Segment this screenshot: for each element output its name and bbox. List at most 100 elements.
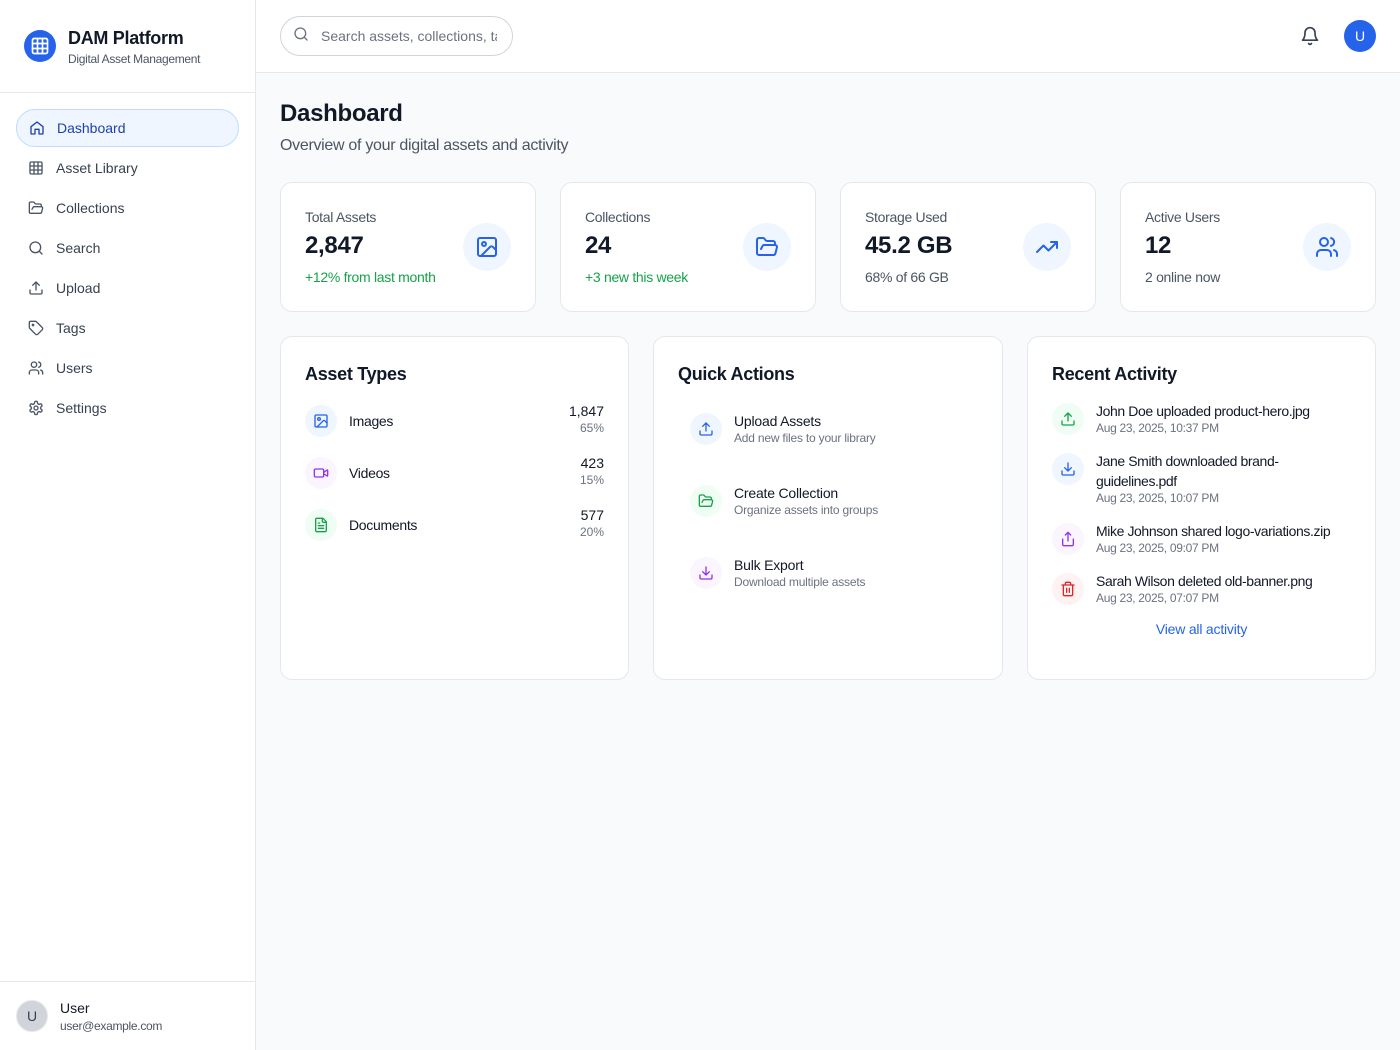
sidebar-item-label: Collections (56, 200, 125, 216)
action-title: Bulk Export (734, 557, 804, 573)
sidebar-item-tags[interactable]: Tags (16, 309, 239, 347)
sidebar-item-label: Upload (56, 280, 101, 296)
upload-icon (1052, 403, 1084, 435)
image-icon (463, 223, 511, 271)
sidebar-item-dashboard[interactable]: Dashboard (16, 109, 239, 147)
trash-icon (1052, 573, 1084, 605)
stat-label: Collections (585, 209, 651, 225)
asset-type-percent: 15% (579, 473, 604, 487)
download-icon (690, 557, 722, 589)
stat-label: Storage Used (865, 209, 948, 225)
users-icon (1303, 223, 1351, 271)
sidebar-user[interactable]: U User user@example.com (0, 981, 255, 1050)
sidebar-item-label: Users (56, 360, 93, 376)
sidebar-item-label: Asset Library (56, 160, 138, 176)
stats-row: Total Assets 2,847 +12% from last month … (280, 182, 1376, 312)
stat-card-storage: Storage Used 45.2 GB 68% of 66 GB (840, 182, 1096, 312)
asset-type-label: Videos (349, 465, 390, 481)
view-all-activity-link[interactable]: View all activity (1155, 621, 1248, 637)
sidebar-item-search[interactable]: Search (16, 229, 239, 267)
gear-icon (28, 400, 44, 416)
bell-icon[interactable] (1298, 24, 1322, 48)
avatar[interactable]: U (1344, 20, 1376, 52)
user-email: user@example.com (60, 1018, 163, 1033)
document-icon (305, 509, 337, 541)
upload-icon (690, 413, 722, 445)
page-subtitle: Overview of your digital assets and acti… (280, 137, 569, 154)
activity-message: John Doe uploaded product-hero.jpg (1096, 403, 1310, 419)
main-content: Dashboard Overview of your digital asset… (280, 73, 1376, 680)
grid-icon (24, 30, 56, 62)
stat-note: +12% from last month (305, 269, 436, 285)
stat-label: Total Assets (305, 209, 377, 225)
upload-icon (28, 280, 44, 296)
activity-time: Aug 23, 2025, 07:07 PM (1096, 591, 1219, 605)
asset-type-count: 423 (580, 455, 604, 471)
search-input[interactable] (321, 28, 497, 44)
folder-open-icon (743, 223, 791, 271)
asset-type-count: 577 (580, 507, 604, 523)
bulk-export-button[interactable]: Bulk Export Download multiple assets (678, 545, 978, 601)
cards-row: Asset Types Images 1,847 65% Videos 423 … (280, 336, 1376, 680)
asset-type-row: Documents 577 20% (305, 507, 604, 543)
stat-value: 45.2 GB (865, 232, 953, 259)
activity-message: Jane Smith downloaded brand-guidelines.p… (1096, 453, 1279, 489)
folder-open-icon (690, 485, 722, 517)
asset-type-count: 1,847 (568, 403, 604, 419)
asset-type-row: Videos 423 15% (305, 455, 604, 491)
quick-actions-card: Quick Actions Upload Assets Add new file… (653, 336, 1003, 680)
activity-item: John Doe uploaded product-hero.jpg Aug 2… (1052, 401, 1351, 435)
card-title: Asset Types (305, 364, 407, 384)
sidebar-item-users[interactable]: Users (16, 349, 239, 387)
stat-value: 24 (585, 232, 612, 259)
stat-value: 2,847 (305, 232, 364, 259)
asset-type-percent: 65% (579, 421, 604, 435)
activity-time: Aug 23, 2025, 10:37 PM (1096, 421, 1219, 435)
stat-note: +3 new this week (585, 269, 688, 285)
brand-subtitle: Digital Asset Management (68, 51, 201, 66)
activity-item: Mike Johnson shared logo-variations.zip … (1052, 521, 1351, 555)
sidebar-nav: Dashboard Asset Library Collections Sear… (0, 93, 255, 445)
upload-assets-button[interactable]: Upload Assets Add new files to your libr… (678, 401, 978, 457)
topbar: U (256, 0, 1400, 73)
tag-icon (28, 320, 44, 336)
activity-item: Jane Smith downloaded brand-guidelines.p… (1052, 451, 1351, 505)
activity-time: Aug 23, 2025, 09:07 PM (1096, 541, 1219, 555)
activity-message: Sarah Wilson deleted old-banner.png (1096, 573, 1313, 589)
sidebar-item-asset-library[interactable]: Asset Library (16, 149, 239, 187)
sidebar-item-settings[interactable]: Settings (16, 389, 239, 427)
action-subtitle: Add new files to your library (734, 431, 876, 445)
create-collection-button[interactable]: Create Collection Organize assets into g… (678, 473, 978, 529)
sidebar-item-upload[interactable]: Upload (16, 269, 239, 307)
sidebar-item-label: Tags (56, 320, 86, 336)
stat-card-total-assets: Total Assets 2,847 +12% from last month (280, 182, 536, 312)
brand-title: DAM Platform (68, 27, 184, 48)
home-icon (29, 120, 45, 136)
action-subtitle: Download multiple assets (734, 575, 866, 589)
asset-types-card: Asset Types Images 1,847 65% Videos 423 … (280, 336, 629, 680)
trending-up-icon (1023, 223, 1071, 271)
activity-message: Mike Johnson shared logo-variations.zip (1096, 523, 1331, 539)
download-icon (1052, 453, 1084, 485)
action-subtitle: Organize assets into groups (734, 503, 879, 517)
recent-activity-card: Recent Activity John Doe uploaded produc… (1027, 336, 1376, 680)
stat-card-collections: Collections 24 +3 new this week (560, 182, 816, 312)
asset-type-percent: 20% (579, 525, 604, 539)
grid-icon (28, 160, 44, 176)
sidebar: DAM Platform Digital Asset Management Da… (0, 0, 256, 1050)
sidebar-item-label: Settings (56, 400, 107, 416)
users-icon (28, 360, 44, 376)
activity-item: Sarah Wilson deleted old-banner.png Aug … (1052, 571, 1351, 605)
stat-note: 68% of 66 GB (865, 269, 949, 285)
image-icon (305, 405, 337, 437)
search-box (280, 16, 513, 56)
share-icon (1052, 523, 1084, 555)
card-title: Recent Activity (1052, 364, 1177, 384)
folder-open-icon (28, 200, 44, 216)
brand: DAM Platform Digital Asset Management (0, 0, 255, 93)
video-icon (305, 457, 337, 489)
stat-value: 12 (1145, 232, 1172, 259)
stat-label: Active Users (1145, 209, 1220, 225)
sidebar-item-collections[interactable]: Collections (16, 189, 239, 227)
action-title: Create Collection (734, 485, 838, 501)
